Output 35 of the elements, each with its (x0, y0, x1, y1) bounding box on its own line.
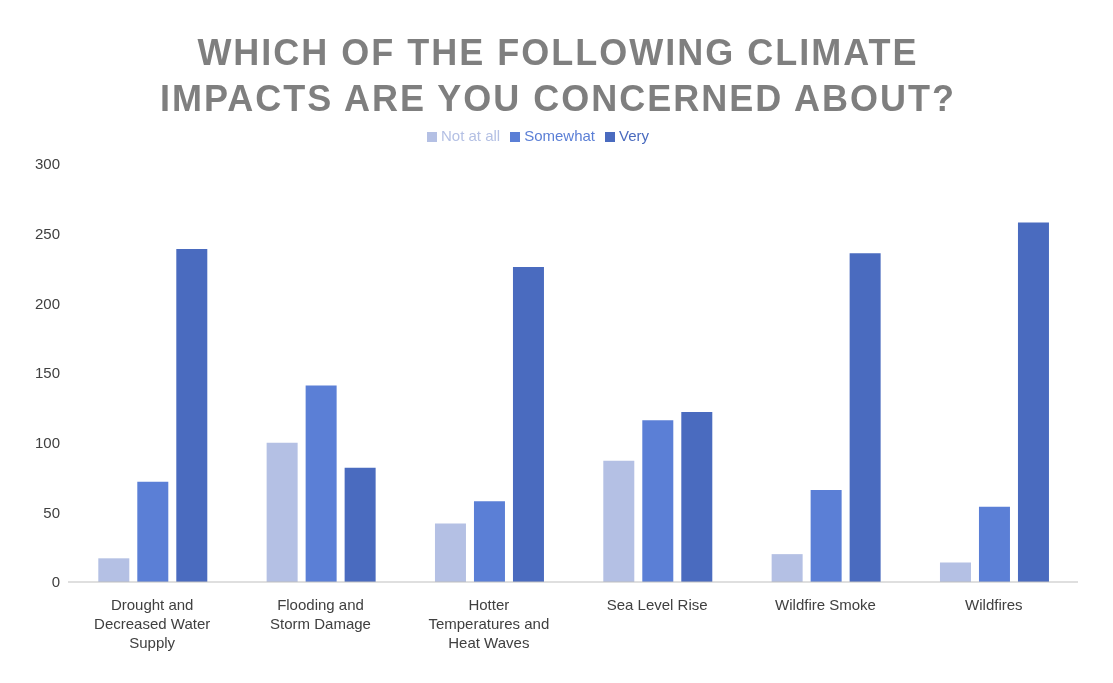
bar (771, 554, 803, 582)
y-tick-label: 150 (34, 364, 60, 382)
bar (849, 253, 881, 582)
x-tick-label: Wildfires (965, 596, 1023, 613)
legend-label: Not at all (440, 127, 501, 144)
bar (434, 523, 466, 582)
bar (603, 460, 635, 582)
bar (137, 481, 169, 582)
y-tick-label: 100 (34, 433, 60, 451)
y-tick-label: 50 (43, 503, 60, 521)
bar (810, 490, 842, 582)
x-tick-label: Flooding and Storm Damage (270, 596, 371, 632)
bar (305, 385, 337, 582)
x-tick-label: Drought and Decreased Water Supply (94, 596, 211, 651)
bar (939, 562, 971, 582)
bar (642, 420, 674, 582)
bar (978, 506, 1010, 582)
y-tick-label: 250 (34, 224, 60, 242)
y-tick-label: 300 (34, 155, 60, 173)
bar (98, 558, 130, 582)
bar (473, 501, 505, 582)
bar (681, 412, 713, 582)
bar (344, 467, 376, 582)
x-tick-label: Hotter Temperatures and Heat Waves (428, 596, 550, 651)
chart-title: WHICH OF THE FOLLOWING CLIMATE IMPACTS ARE YOU CONCERNED ABOUT? (159, 31, 957, 121)
legend-label: Very (619, 127, 650, 144)
legend-label: Somewhat (524, 127, 596, 144)
y-tick-label: 200 (34, 294, 60, 312)
bar (176, 248, 208, 582)
bar (266, 442, 298, 582)
y-tick-label: 0 (51, 573, 60, 591)
bar (1017, 222, 1049, 582)
x-tick-label: Sea Level Rise (606, 596, 708, 613)
x-tick-label: Wildfire Smoke (775, 596, 876, 613)
bar (512, 267, 544, 582)
